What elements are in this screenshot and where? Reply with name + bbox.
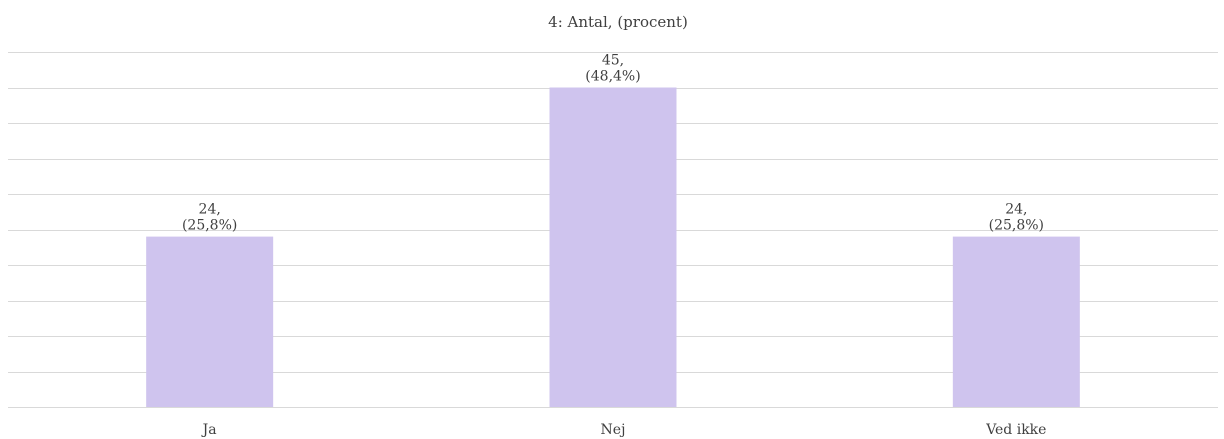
data-label-line: 45,: [602, 53, 624, 69]
data-label: 45, (48,4%): [585, 53, 640, 85]
bar-ved-ikke: [952, 236, 1080, 407]
data-labels: 24, (25,8%)45, (48,4%)24, (25,8%): [182, 53, 1044, 234]
data-label-line: (25,8%): [182, 218, 237, 234]
data-label-line: 24,: [199, 202, 221, 218]
x-tick-label: Ved ikke: [985, 422, 1046, 438]
data-label-line: (48,4%): [585, 69, 640, 85]
data-label-line: 24,: [1005, 202, 1027, 218]
data-label: 24, (25,8%): [182, 202, 237, 234]
bar-ja: [146, 236, 274, 407]
x-tick-label: Nej: [601, 422, 626, 438]
x-axis-tick-labels: Ja Nej Ved ikke: [201, 422, 1047, 438]
bar-nej: [549, 87, 677, 407]
data-label-line: (25,8%): [989, 218, 1044, 234]
x-tick-label: Ja: [201, 422, 217, 438]
chart-subtitle: 4: Antal, (procent): [548, 13, 688, 31]
data-label: 24, (25,8%): [989, 202, 1044, 234]
bars: [146, 87, 1080, 407]
